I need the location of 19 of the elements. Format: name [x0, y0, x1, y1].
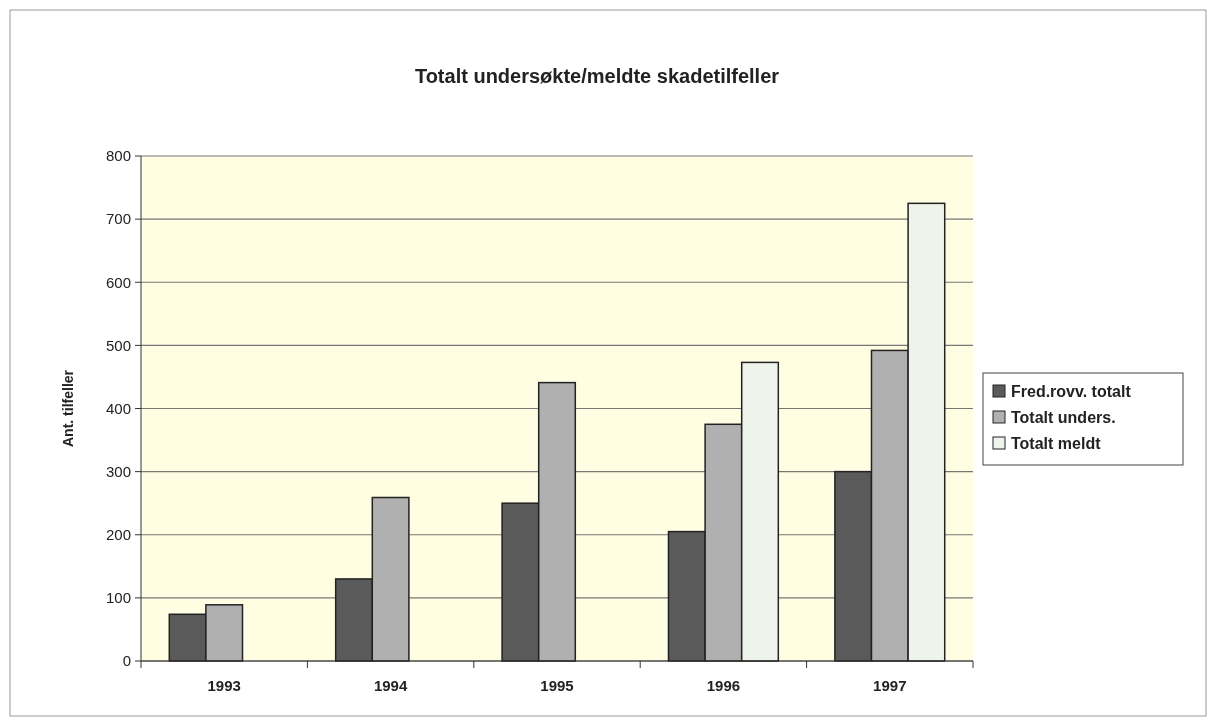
y-tick-label: 0: [122, 652, 131, 670]
y-tick-label: 600: [105, 273, 131, 291]
legend-label: Totalt unders.: [1011, 408, 1116, 426]
chart-title: Totalt undersøkte/meldte skadetilfeller: [414, 65, 780, 87]
y-tick-label: 500: [105, 336, 131, 354]
x-tick-label: 1995: [540, 677, 574, 694]
y-tick-label: 800: [105, 147, 131, 165]
x-tick-label: 1996: [706, 677, 741, 694]
y-tick-label: 400: [105, 399, 131, 417]
legend-label: Totalt meldt: [1011, 434, 1102, 452]
y-tick-label: 200: [105, 526, 131, 543]
y-tick-label: 300: [105, 462, 131, 480]
y-axis-title: Ant. tilfeller: [60, 369, 76, 448]
legend-label: Fred.rovv. totalt: [1011, 382, 1132, 400]
x-tick-label: 1993: [207, 677, 241, 694]
y-tick-label: 700: [105, 210, 131, 228]
x-tick-label: 1997: [873, 677, 907, 694]
y-tick-label: 100: [105, 589, 131, 607]
x-tick-label: 1994: [373, 677, 408, 694]
